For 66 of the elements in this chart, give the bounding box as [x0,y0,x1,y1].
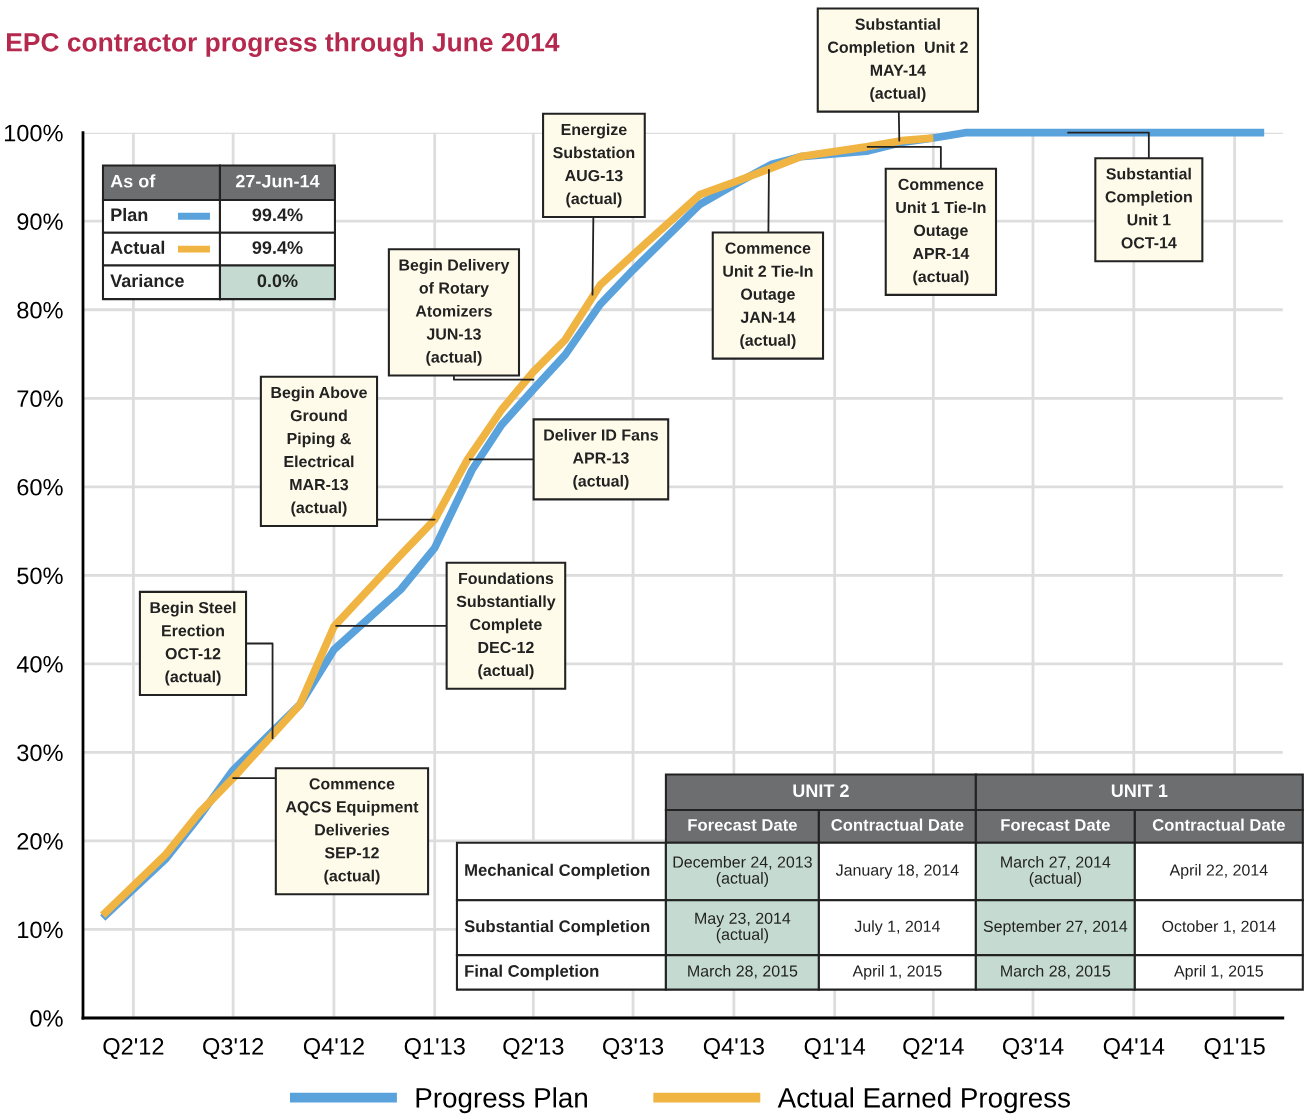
annotation: Substantial Completion Unit 1 OCT-14 [1105,167,1192,249]
annotation: Plan [111,207,148,222]
annotation: Begin Above Ground Piping & Electrical MAR-13 (actual) [271,386,367,517]
annotation: Contractual Date [1152,818,1285,831]
x-tick-label: Q3'13 [603,1038,664,1060]
annotation: Substantial Completion Unit 2 MAY-14 (actual) [827,18,968,103]
annotation: Deliver ID Fans APR-13 (actual) [544,428,658,490]
annotation: Commence AQCS Equipment Deliveries SEP-12 (actual) [285,778,419,885]
annotation: UNIT 1 [1111,784,1168,798]
annotation: March 28, 2015 [688,964,798,979]
y-tick-label: 10% [18,921,63,939]
y-tick-label: 30% [17,744,63,762]
annotation: 0.0% [257,274,298,288]
x-tick-label: Q3'12 [203,1038,264,1060]
annotation: March 27, 2014 (actual) [1001,856,1111,887]
x-tick-label: Q1'13 [404,1038,465,1060]
annotation: April 22, 2014 [1169,864,1268,879]
y-tick-label: 80% [17,301,63,319]
x-tick-label: Q3'14 [1002,1038,1064,1060]
annotation: Commence Unit 1 Tie-In Outage APR-14 (actual) [896,178,986,286]
annotation: April 1, 2015 [1174,964,1263,980]
annotation: Begin Steel Erection OCT-12 (actual) [150,601,236,686]
annotation: April 1, 2015 [852,964,942,980]
annotation: September 27, 2014 [983,920,1128,936]
y-tick-label: 60% [17,478,63,496]
annotation: Actual [110,240,165,254]
annotation: July 1, 2014 [854,920,940,936]
annotation: Foundations Substantially Complete DEC-12 (actual) [456,572,556,680]
y-tick-label: 100% [4,124,63,142]
annotation: UNIT 2 [793,784,849,798]
annotation: As of [110,174,156,188]
annotation: January 18, 2014 [835,864,959,879]
y-tick-label: 50% [17,567,63,585]
annotation: 99.4% [252,241,303,254]
x-tick-label: Q4'14 [1103,1038,1165,1060]
y-tick-label: 90% [17,213,63,230]
legend-label: Progress Plan [416,1087,587,1114]
x-tick-label: Q1'14 [804,1038,866,1060]
annotation: March 28, 2015 [1001,964,1111,979]
annotation: Begin Delivery of Rotary Atomizers JUN-13 (actual) [399,258,510,366]
annotation: 99.4% [252,208,303,222]
x-tick-label: Q1'15 [1204,1038,1265,1060]
annotation: Substantial Completion [464,919,650,936]
x-tick-label: Q2'14 [903,1038,964,1060]
annotation: Commence Unit 2 Tie-In Outage JAN-14 (actual) [723,242,813,350]
annotation: 27-Jun-14 [235,174,320,188]
y-tick-label: 0% [30,1010,63,1027]
y-tick-label: 70% [17,390,63,408]
annotation: Energize Substation AUG-13 (actual) [553,123,635,208]
y-tick-label: 40% [16,655,63,673]
annotation: Mechanical Completion [465,863,650,880]
chart-title: EPC contractor progress through June 2014 [7,32,560,57]
y-tick-label: 20% [17,833,63,850]
annotation: Forecast Date [688,819,797,831]
annotation: Forecast Date [1001,819,1110,831]
annotation: Final Completion [465,964,599,981]
legend-label: Actual Earned Progress [777,1087,1070,1114]
x-tick-label: Q2'12 [103,1038,164,1060]
annotation: May 23, 2014 (actual) [695,912,791,944]
x-tick-label: Q4'12 [303,1038,364,1060]
annotation: Variance [110,273,184,288]
annotation: December 24, 2013 (actual) [673,856,812,887]
annotation: October 1, 2014 [1162,920,1276,934]
x-tick-label: Q4'13 [703,1038,764,1060]
annotation: Contractual Date [831,818,964,831]
x-tick-label: Q2'13 [503,1038,564,1060]
